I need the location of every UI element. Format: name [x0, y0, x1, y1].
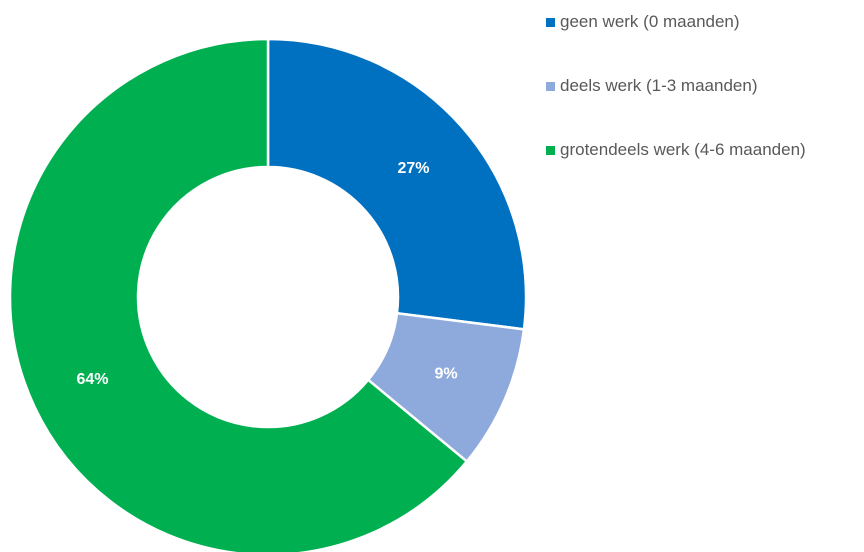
slice-geen-werk [266, 37, 528, 331]
slice-grotendeels-werk [8, 37, 469, 552]
legend-label-grotendeels-werk: grotendeels werk (4-6 maanden) [560, 140, 806, 159]
slice-labels: 27% 9% 64% [76, 160, 457, 388]
data-label-grotendeels-werk: 64% [76, 371, 108, 388]
data-label-deels-werk: 9% [434, 365, 457, 382]
legend-item-grotendeels-werk: grotendeels werk (4-6 maanden) [546, 138, 806, 162]
legend-label-geen-werk: geen werk (0 maanden) [560, 12, 740, 31]
legend-swatch-grotendeels-werk [546, 145, 555, 155]
legend-swatch-geen-werk [546, 17, 555, 27]
legend-item-deels-werk: deels werk (1-3 maanden) [546, 74, 806, 98]
data-label-geen-werk: 27% [398, 160, 430, 177]
legend-label-deels-werk: deels werk (1-3 maanden) [560, 76, 758, 95]
donut-slices [8, 37, 528, 552]
legend-swatch-deels-werk [546, 81, 555, 91]
legend-item-geen-werk: geen werk (0 maanden) [546, 10, 806, 34]
donut-chart: 27% 9% 64% [8, 37, 528, 552]
legend: geen werk (0 maanden) deels werk (1-3 ma… [546, 10, 806, 202]
